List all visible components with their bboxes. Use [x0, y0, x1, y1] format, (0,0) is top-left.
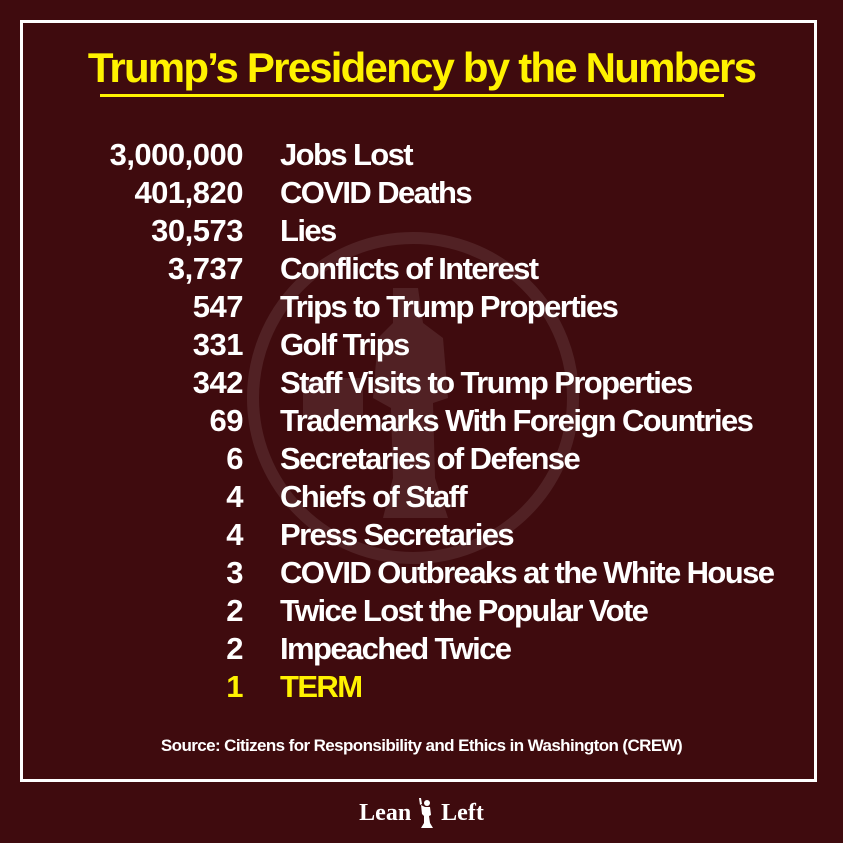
stat-row-term: 1 TERM	[0, 668, 843, 706]
stat-row-impeached: 2 Impeached Twice	[0, 630, 843, 668]
stat-number: 30,573	[151, 213, 243, 248]
stat-number: 401,820	[134, 175, 243, 210]
stat-label: Secretaries of Defense	[280, 441, 581, 476]
stat-number: 4	[226, 479, 243, 514]
stat-row-conflicts: 3,737 Conflicts of Interest	[0, 250, 843, 288]
stat-row-covid-deaths: 401,820 COVID Deaths	[0, 174, 843, 212]
stat-label: Twice Lost the Popular Vote	[280, 593, 649, 628]
stat-number: 1	[226, 669, 243, 704]
stat-label: Trademarks With Foreign Countries	[280, 403, 754, 438]
stat-row-press-secretaries: 4 Press Secretaries	[0, 516, 843, 554]
stat-row-property-trips: 547 Trips to Trump Properties	[0, 288, 843, 326]
stat-label: Staff Visits to Trump Properties	[280, 365, 693, 400]
stat-label: Conflicts of Interest	[280, 251, 539, 286]
stat-number: 547	[192, 289, 244, 324]
stat-number: 2	[226, 631, 243, 666]
stat-row-secretaries-defense: 6 Secretaries of Defense	[0, 440, 843, 478]
stat-number: 69	[209, 403, 244, 438]
stats-list: 3,000,000 Jobs Lost 401,820 COVID Deaths…	[0, 136, 843, 706]
stat-row-trademarks: 69 Trademarks With Foreign Countries	[0, 402, 843, 440]
title-underline	[100, 94, 724, 97]
stat-row-staff-visits: 342 Staff Visits to Trump Properties	[0, 364, 843, 402]
stat-label: Lies	[280, 213, 337, 248]
stat-label: COVID Outbreaks at the White House	[280, 555, 775, 590]
stat-number: 4	[226, 517, 243, 552]
stat-number: 3,000,000	[109, 137, 244, 172]
stat-number: 342	[192, 365, 244, 400]
stat-row-covid-outbreaks: 3 COVID Outbreaks at the White House	[0, 554, 843, 592]
brand-word-lean: Lean	[359, 799, 412, 826]
stat-row-jobs-lost: 3,000,000 Jobs Lost	[0, 136, 843, 174]
stat-label: Press Secretaries	[280, 517, 515, 552]
stat-label: Golf Trips	[280, 327, 410, 362]
stat-label: Jobs Lost	[280, 137, 414, 172]
page-title: Trump’s Presidency by the Numbers	[87, 44, 757, 91]
torch-figure-icon	[419, 798, 434, 828]
stat-number: 331	[192, 327, 244, 362]
source-citation: Source: Citizens for Responsibility and …	[160, 736, 683, 755]
stat-row-chiefs-of-staff: 4 Chiefs of Staff	[0, 478, 843, 516]
stat-row-golf-trips: 331 Golf Trips	[0, 326, 843, 364]
brand-word-left: Left	[441, 799, 484, 826]
stat-label: Trips to Trump Properties	[280, 289, 619, 324]
stat-row-popular-vote: 2 Twice Lost the Popular Vote	[0, 592, 843, 630]
content-frame	[20, 20, 817, 782]
stat-number: 3	[226, 555, 243, 590]
stat-label: TERM	[280, 669, 363, 704]
stat-label: Chiefs of Staff	[280, 479, 468, 514]
brand-logo: Lean Left	[0, 796, 843, 830]
stat-number: 3,737	[167, 251, 244, 286]
stat-number: 6	[226, 441, 243, 476]
stat-label: Impeached Twice	[280, 631, 512, 666]
stat-label: COVID Deaths	[280, 175, 473, 210]
stat-number: 2	[226, 593, 243, 628]
stat-row-lies: 30,573 Lies	[0, 212, 843, 250]
